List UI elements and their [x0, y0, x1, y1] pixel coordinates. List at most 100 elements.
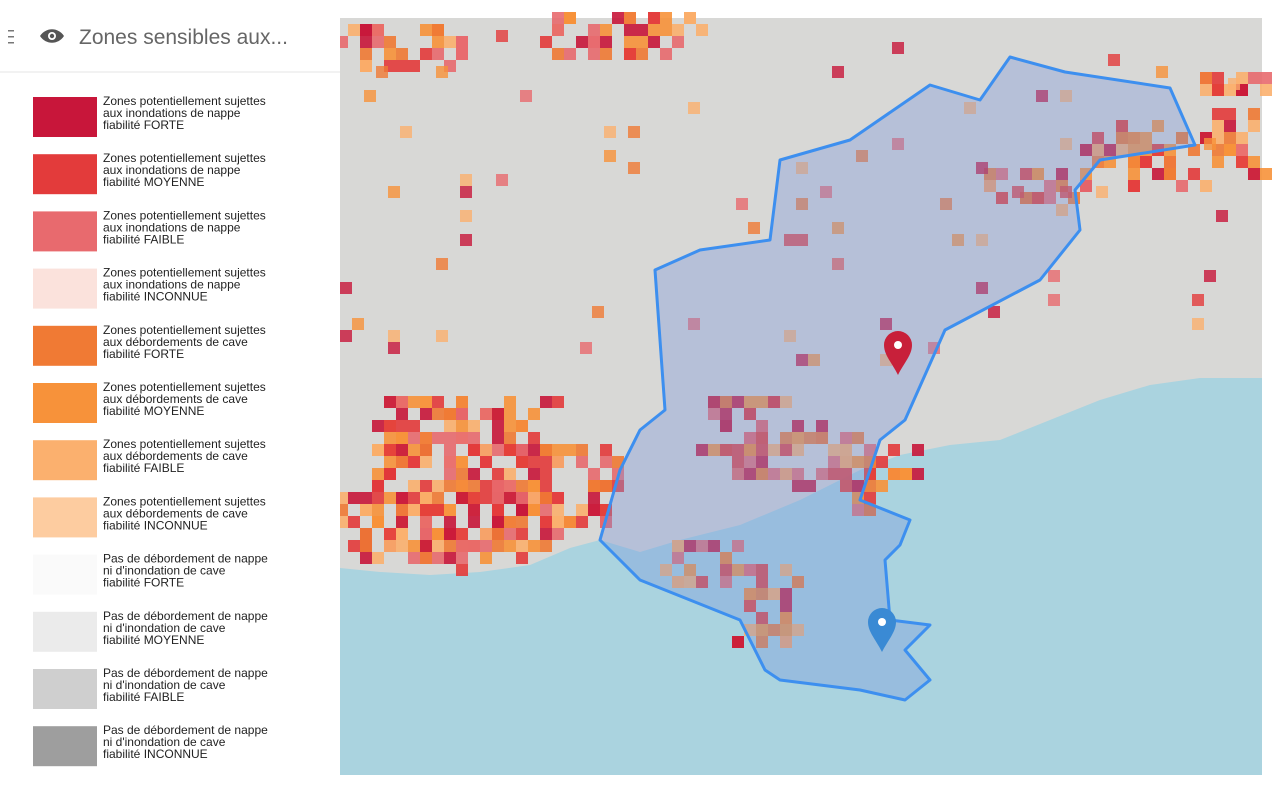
- tile: [396, 456, 408, 468]
- tile: [480, 528, 492, 540]
- tile: [372, 468, 384, 480]
- tile: [828, 456, 840, 468]
- legend-label: fiabilité FAIBLE: [103, 461, 184, 475]
- legend-label: aux débordements de cave: [103, 449, 248, 463]
- tile: [576, 516, 588, 528]
- tile: [1236, 144, 1248, 156]
- legend-label: fiabilité FORTE: [103, 118, 184, 132]
- tile: [1140, 156, 1152, 168]
- menu-icon[interactable]: [8, 30, 14, 44]
- legend-label: ni d'inondation de cave: [103, 678, 226, 692]
- tile: [756, 396, 768, 408]
- tile: [576, 504, 588, 516]
- tile: [492, 444, 504, 456]
- tile: [408, 396, 420, 408]
- tile: [1248, 108, 1260, 120]
- tile: [720, 408, 732, 420]
- tile: [444, 516, 456, 528]
- tile: [780, 432, 792, 444]
- tile: [1156, 66, 1168, 78]
- tile: [744, 444, 756, 456]
- legend-label: Zones potentiellement sujettes: [103, 323, 266, 337]
- tile: [384, 492, 396, 504]
- tile: [624, 12, 636, 24]
- tile: [468, 480, 480, 492]
- tile: [516, 516, 528, 528]
- tile: [528, 540, 540, 552]
- tile: [600, 444, 612, 456]
- tile: [468, 504, 480, 516]
- tile: [1200, 72, 1212, 84]
- tile: [636, 24, 648, 36]
- tile: [516, 492, 528, 504]
- tile: [1164, 168, 1176, 180]
- tile: [492, 480, 504, 492]
- tile: [1048, 270, 1060, 282]
- tile: [436, 66, 448, 78]
- legend-label: Zones potentiellement sujettes: [103, 94, 266, 108]
- tile: [396, 432, 408, 444]
- commune-outline[interactable]: [598, 55, 1197, 702]
- tile: [1236, 156, 1248, 168]
- tile: [1200, 84, 1212, 96]
- tile: [516, 540, 528, 552]
- tile: [540, 492, 552, 504]
- tile: [516, 444, 528, 456]
- marker-blue[interactable]: [868, 608, 896, 652]
- tile: [720, 396, 732, 408]
- tile: [828, 444, 840, 456]
- tile: [592, 306, 604, 318]
- tile: [1060, 90, 1072, 102]
- tile: [624, 36, 636, 48]
- tile: [456, 420, 468, 432]
- tile: [1176, 132, 1188, 144]
- tile: [912, 444, 924, 456]
- tile: [1248, 72, 1260, 84]
- tile: [540, 456, 552, 468]
- tile: [976, 282, 988, 294]
- tile: [408, 492, 420, 504]
- tile: [420, 516, 432, 528]
- map[interactable]: [336, 12, 1272, 775]
- legend-swatch: [33, 325, 97, 366]
- pin: [884, 331, 912, 375]
- tile: [1204, 270, 1216, 282]
- tile: [900, 468, 912, 480]
- tile: [816, 432, 828, 444]
- tile: [480, 492, 492, 504]
- tile: [780, 564, 792, 576]
- visibility-icon[interactable]: [40, 29, 64, 43]
- tile: [1164, 156, 1176, 168]
- tile: [756, 636, 768, 648]
- tile: [1192, 318, 1204, 330]
- marker-red[interactable]: [884, 331, 912, 375]
- tile: [1012, 186, 1024, 198]
- tile: [420, 48, 432, 60]
- tile: [696, 444, 708, 456]
- tile: [528, 444, 540, 456]
- tile: [540, 468, 552, 480]
- tile: [564, 444, 576, 456]
- tile: [396, 60, 408, 72]
- tile: [540, 36, 552, 48]
- tile: [348, 516, 360, 528]
- tile: [456, 552, 468, 564]
- legend-label: fiabilité MOYENNE: [103, 175, 204, 189]
- tile: [744, 456, 756, 468]
- tile: [736, 198, 748, 210]
- tile: [672, 36, 684, 48]
- legend-label: Zones potentiellement sujettes: [103, 266, 266, 280]
- tile: [684, 576, 696, 588]
- tile: [852, 504, 864, 516]
- tile: [792, 624, 804, 636]
- tile: [780, 624, 792, 636]
- legend-label: ni d'inondation de cave: [103, 621, 226, 635]
- tile: [396, 48, 408, 60]
- tile: [372, 492, 384, 504]
- pin-dot: [878, 618, 886, 626]
- tile: [408, 504, 420, 516]
- tile: [408, 420, 420, 432]
- tile: [636, 48, 648, 60]
- tile: [744, 588, 756, 600]
- tile: [408, 432, 420, 444]
